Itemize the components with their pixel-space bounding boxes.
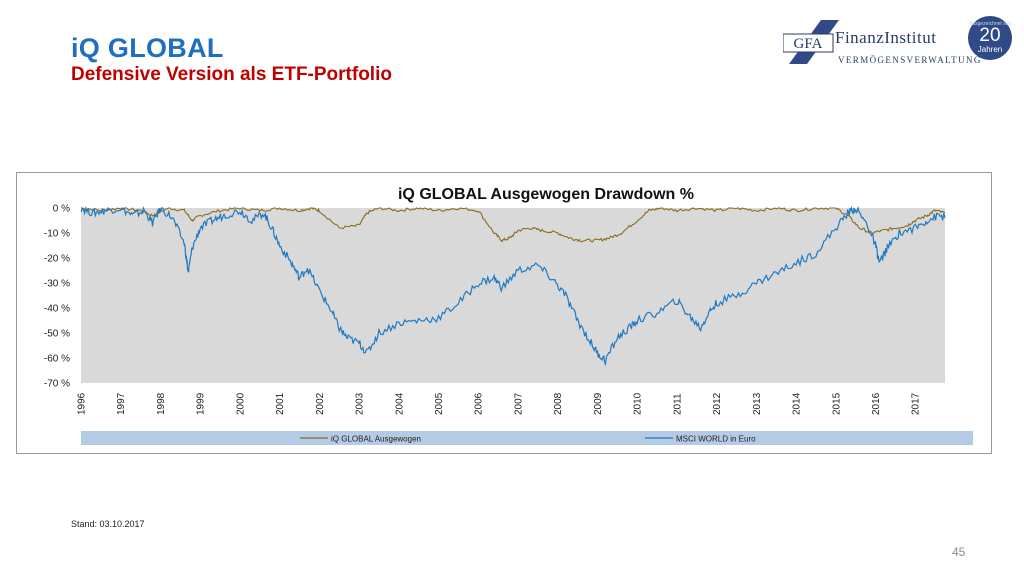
x-tick-label: 2016: [871, 392, 882, 415]
x-tick-label: 2006: [474, 392, 485, 415]
x-tick-label: 2000: [235, 392, 246, 415]
x-tick-label: 2011: [672, 393, 683, 415]
anniversary-badge: Ausgezeichnet seit 20 Jahren: [968, 16, 1012, 60]
y-tick-label: -10 %: [44, 229, 70, 240]
y-tick-label: -30 %: [44, 279, 70, 290]
badge-top-text: Ausgezeichnet seit: [969, 21, 1011, 27]
legend-background: [81, 431, 973, 445]
logo-subtitle: VERMÖGENSVERWALTUNG: [838, 55, 982, 65]
legend: iQ GLOBAL Ausgewogen MSCI WORLD in Euro: [81, 431, 973, 445]
x-tick-label: 1997: [116, 392, 127, 415]
x-tick-label: 1998: [156, 392, 167, 415]
page-number: 45: [952, 545, 966, 559]
y-tick-label: -50 %: [44, 329, 70, 340]
x-tick-label: 2002: [315, 392, 326, 415]
x-tick-label: 2003: [355, 392, 366, 415]
x-tick-label: 2004: [394, 392, 405, 415]
chart-frame: iQ GLOBAL Ausgewogen Drawdown % 0 % -10 %…: [16, 172, 992, 454]
x-tick-label: 2008: [553, 392, 564, 415]
badge-number: 20: [979, 25, 1001, 46]
slide-subtitle: Defensive Version als ETF-Portfolio: [71, 64, 392, 85]
logo-mark-text: GFA: [794, 36, 823, 52]
plot-area: [81, 208, 945, 383]
x-axis: 1996 1997 1998 1999 2000 2001 2002 2003 2004 2005…: [77, 392, 922, 415]
y-tick-label: -60 %: [44, 354, 70, 365]
drawdown-chart: iQ GLOBAL Ausgewogen Drawdown % 0 % -10 %…: [44, 186, 973, 445]
series-line-msci-world: [80, 205, 946, 367]
y-tick-label: 0 %: [53, 204, 70, 215]
x-tick-label: 2007: [513, 392, 524, 415]
logo-name: FinanzInstitut: [835, 28, 937, 47]
x-tick-label: 2012: [712, 392, 723, 415]
legend-label-iq: iQ GLOBAL Ausgewogen: [331, 435, 421, 444]
series-layer: [80, 205, 946, 367]
legend-label-msci: MSCI WORLD in Euro: [676, 435, 756, 444]
gfa-logo: GFA: [783, 20, 839, 64]
x-tick-label: 1996: [77, 392, 88, 415]
y-tick-label: -70 %: [44, 379, 70, 390]
x-tick-label: 1999: [196, 392, 207, 415]
y-tick-label: -40 %: [44, 304, 70, 315]
x-tick-label: 2009: [593, 392, 604, 415]
chart-title: iQ GLOBAL Ausgewogen Drawdown %: [398, 186, 694, 203]
logo-mark-box: [783, 33, 834, 53]
slide-title: iQ GLOBAL: [71, 33, 224, 63]
x-tick-label: 2017: [911, 392, 922, 415]
x-tick-label: 2001: [275, 392, 286, 415]
x-tick-label: 2014: [792, 392, 803, 415]
y-tick-label: -20 %: [44, 254, 70, 265]
series-line-iq-global: [80, 207, 946, 243]
x-tick-label: 2013: [752, 392, 763, 415]
x-tick-label: 2010: [633, 392, 644, 415]
y-axis: 0 % -10 % -20 % -30 % -40 % -50 % -60 % -70 %: [44, 204, 70, 390]
badge-unit: Jahren: [977, 45, 1003, 54]
x-tick-label: 2015: [831, 392, 842, 415]
x-tick-label: 2005: [434, 392, 445, 415]
stand-date: Stand: 03.10.2017: [71, 519, 145, 529]
